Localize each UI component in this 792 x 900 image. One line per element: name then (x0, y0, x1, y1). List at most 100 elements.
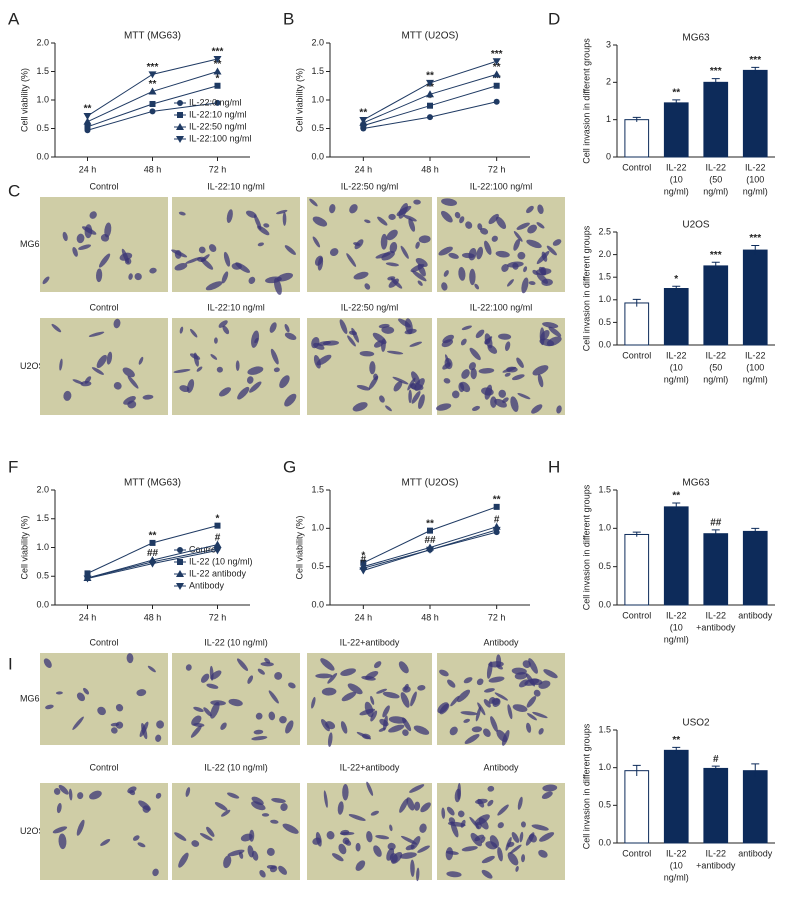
cell (463, 677, 473, 684)
marker (83, 575, 92, 583)
cell (138, 800, 151, 811)
cell (284, 393, 297, 407)
x-tick-label: IL-22 (666, 848, 687, 858)
cell (477, 798, 485, 808)
cell (270, 348, 279, 365)
cell (247, 366, 264, 375)
y-tick-label: 2.5 (598, 226, 611, 236)
bar (663, 288, 689, 346)
cell (236, 658, 249, 671)
cell (132, 835, 140, 841)
error-bar (672, 285, 681, 291)
y-tick-label: 0.5 (598, 561, 611, 571)
cell (497, 847, 503, 862)
cell (436, 403, 452, 411)
legend-marker (176, 583, 184, 590)
cell (542, 322, 559, 329)
cell (517, 393, 531, 400)
y-tick-label: 1.0 (598, 523, 611, 533)
bar (703, 81, 729, 158)
y-tick-label: 0.0 (36, 151, 49, 161)
cell (413, 725, 430, 735)
cell (238, 851, 244, 859)
cell (399, 798, 409, 813)
cell (382, 691, 400, 699)
row-label: U2OS (20, 361, 45, 371)
cell (268, 690, 279, 704)
cell (77, 792, 84, 800)
cell (381, 251, 395, 261)
chart-title: MTT (MG63) (124, 478, 181, 489)
cell (470, 368, 477, 380)
cell (441, 198, 458, 206)
cell (419, 823, 427, 833)
cell (497, 822, 504, 829)
cell (411, 390, 421, 404)
cell (83, 687, 90, 695)
cell (446, 871, 462, 878)
x-tick-label: 72 h (488, 612, 506, 622)
column-label: Control (89, 762, 118, 772)
cell (527, 224, 537, 234)
significance: ## (147, 548, 159, 559)
cell (72, 716, 84, 731)
cell (223, 855, 232, 869)
y-axis-label: Cell invasion in different groups (581, 225, 591, 351)
cell (438, 246, 453, 256)
cell (526, 205, 534, 214)
panel-label: C (8, 181, 20, 200)
cell (251, 736, 268, 741)
cell (104, 222, 112, 238)
cell (349, 204, 358, 214)
y-tick-label: 0.5 (598, 317, 611, 327)
significance: * (428, 93, 432, 104)
cell (532, 711, 548, 719)
cell (540, 266, 547, 276)
cell (247, 376, 254, 384)
significance: ## (710, 518, 722, 529)
cell (359, 708, 376, 716)
x-tick-label: IL-22 (666, 162, 687, 172)
cell (266, 864, 277, 870)
cell (251, 801, 266, 811)
cell (408, 389, 412, 404)
cell (420, 802, 431, 813)
cell (476, 678, 484, 686)
legend-marker (177, 547, 183, 553)
cells (311, 318, 425, 412)
y-tick-label: 1.5 (598, 724, 611, 734)
cell (221, 809, 231, 817)
cell (322, 340, 339, 346)
cell (548, 326, 562, 337)
cell (96, 354, 107, 368)
cell (113, 318, 121, 329)
cell (265, 276, 282, 284)
significance: *** (749, 55, 761, 66)
cell (417, 280, 423, 286)
marker (492, 58, 501, 66)
cells (174, 787, 299, 878)
marker (149, 539, 156, 546)
cell (178, 852, 189, 868)
micrograph (437, 197, 565, 292)
significance: ** (359, 108, 367, 119)
column-label: IL-22+antibody (340, 762, 400, 772)
error-bar (632, 764, 641, 776)
x-tick-label: (10 (670, 362, 683, 372)
marker (493, 82, 500, 89)
cell (179, 326, 184, 334)
cell (400, 835, 418, 845)
cell (249, 829, 255, 842)
x-tick-label: Control (622, 162, 651, 172)
cell (505, 836, 512, 851)
cell (327, 732, 333, 747)
cell (45, 704, 54, 710)
significance: # (713, 754, 719, 765)
cell (237, 386, 250, 400)
cells (52, 784, 162, 877)
cell (556, 405, 562, 414)
cell (364, 219, 371, 224)
cell (368, 375, 379, 390)
cell (509, 844, 522, 854)
y-tick-label: 2.0 (36, 484, 49, 494)
